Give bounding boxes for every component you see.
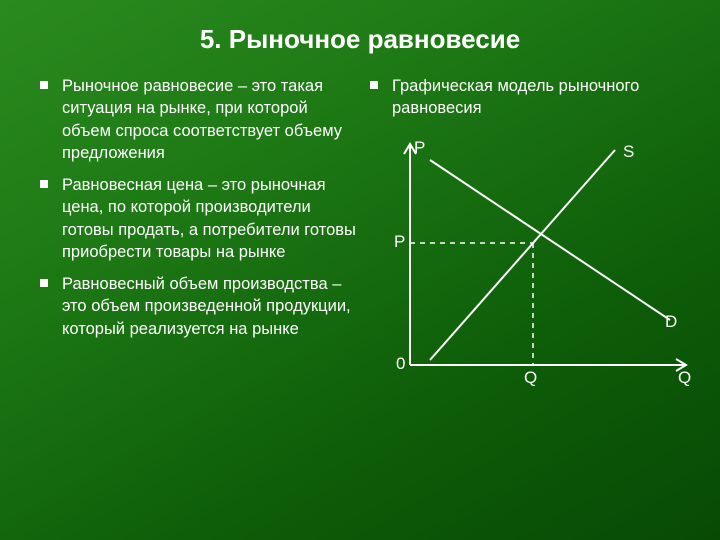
eq-quantity-label: Q xyxy=(524,368,537,388)
equilibrium-chart: P S P D 0 Q Q xyxy=(370,130,690,430)
bullet-eq-price-def: Равновесная цена – это рыночная цена, по… xyxy=(40,174,360,263)
eq-price-label: P xyxy=(394,232,405,252)
demand-line xyxy=(430,160,670,320)
origin-label: 0 xyxy=(396,354,405,374)
demand-label: D xyxy=(665,312,677,332)
bullet-graphic-model: Графическая модель рыночного равновесия xyxy=(370,75,700,120)
bullet-eq-volume-def: Равновесный объем производства – это объ… xyxy=(40,273,360,340)
y-axis-label: P xyxy=(414,138,425,158)
supply-label: S xyxy=(623,142,634,162)
chart-caption-list: Графическая модель рыночного равновесия xyxy=(370,75,700,120)
supply-line xyxy=(430,150,615,360)
slide-title: 5. Рыночное равновесие xyxy=(0,0,720,65)
bullet-equilibrium-def: Рыночное равновесие – это такая ситуация… xyxy=(40,75,360,164)
left-column: Рыночное равновесие – это такая ситуация… xyxy=(40,75,370,430)
definition-list: Рыночное равновесие – это такая ситуация… xyxy=(40,75,360,340)
right-column: Графическая модель рыночного равновесия … xyxy=(370,75,700,430)
content-columns: Рыночное равновесие – это такая ситуация… xyxy=(0,65,720,430)
x-axis-label: Q xyxy=(678,368,691,388)
